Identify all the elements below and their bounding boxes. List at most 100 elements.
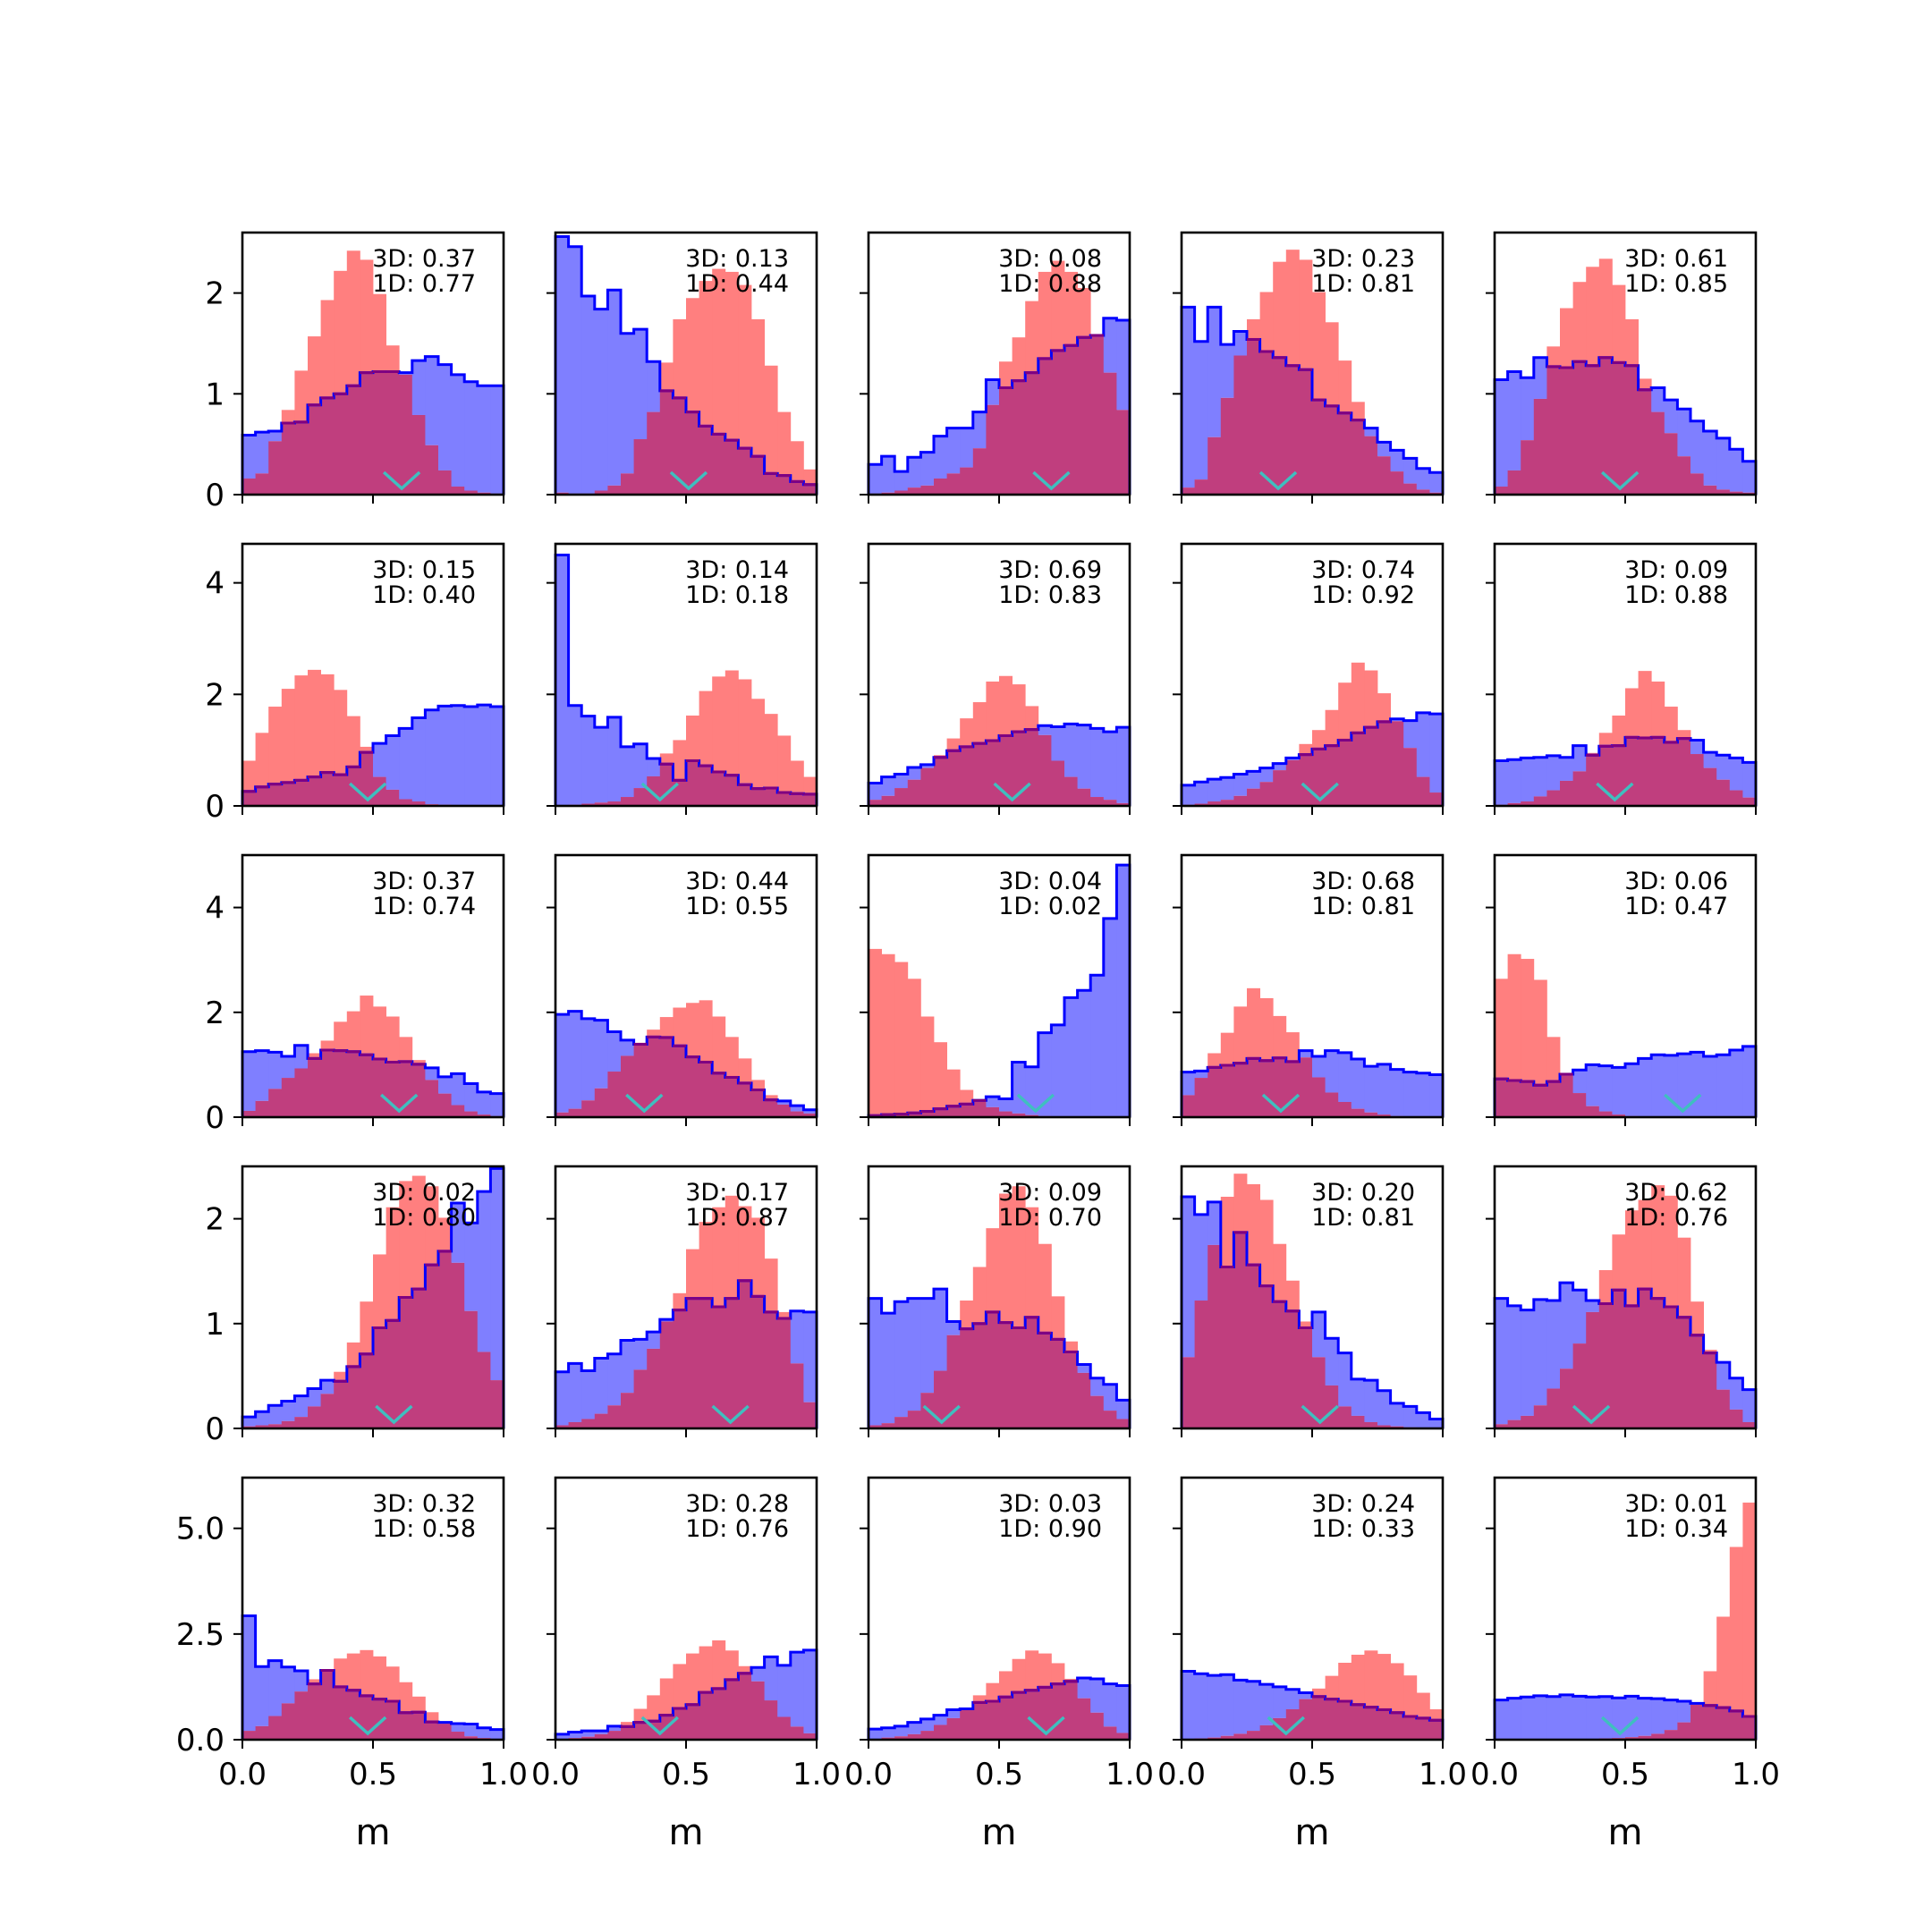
overlap-bar-7 — [1586, 1106, 1600, 1117]
overlap-bar-6 — [946, 1106, 961, 1117]
overlap-bar-5 — [1247, 1058, 1260, 1117]
overlap-bar-5 — [934, 478, 947, 495]
blue-bar-17 — [1403, 1072, 1418, 1117]
overlap-bar-12 — [712, 771, 726, 806]
blue-bar-14 — [1364, 1066, 1378, 1113]
overlap-bar-19 — [490, 1380, 504, 1428]
blue-bar-5 — [621, 746, 634, 798]
overlap-bar-3 — [1533, 1085, 1547, 1117]
blue-bar-5 — [934, 1715, 947, 1725]
overlap-bar-14 — [425, 1722, 439, 1740]
overlap-bar-5 — [1560, 368, 1573, 495]
overlap-bar-17 — [1716, 779, 1731, 806]
red-bar-13 — [724, 1037, 739, 1078]
overlap-bar-13 — [1038, 1687, 1052, 1740]
red-bar-7 — [647, 1695, 661, 1722]
overlap-bar-16 — [451, 1732, 465, 1740]
blue-bar-1 — [568, 1363, 582, 1422]
overlap-bar-2 — [894, 1417, 909, 1428]
overlap-bar-4 — [1546, 790, 1561, 806]
overlap-bar-12 — [1338, 740, 1352, 806]
overlap-bar-7 — [334, 775, 348, 806]
blue-bar-2 — [581, 1018, 596, 1101]
overlap-bar-19 — [1116, 1733, 1131, 1740]
overlap-bar-3 — [907, 1733, 921, 1740]
blue-step-outline — [241, 1614, 505, 1740]
overlap-bar-5 — [308, 776, 321, 806]
red-bar-5 — [308, 1053, 321, 1059]
overlap-bar-2 — [268, 1716, 283, 1740]
overlap-bar-3 — [1220, 397, 1234, 495]
blue-bar-18 — [790, 1310, 804, 1364]
red-bar-12 — [1025, 1650, 1039, 1690]
y-tick-label: 0 — [205, 789, 225, 825]
overlap-bar-0 — [1182, 487, 1195, 495]
red-bar-8 — [972, 1267, 987, 1324]
red-bar-10 — [1312, 1688, 1326, 1697]
x-tick-label: 0.0 — [531, 1757, 580, 1792]
blue-bar-6 — [633, 743, 648, 789]
overlap-bar-1 — [568, 1421, 582, 1428]
overlap-bar-15 — [1377, 456, 1391, 495]
overlap-bar-2 — [1521, 440, 1535, 495]
blue-step-outline — [1180, 1195, 1445, 1428]
overlap-bar-11 — [699, 1298, 713, 1428]
y-tick-label: 5.0 — [176, 1512, 225, 1547]
overlap-bar-8 — [972, 1702, 987, 1740]
blue-bar-19 — [490, 1729, 504, 1740]
blue-bar-1 — [568, 1011, 582, 1109]
overlap-bar-14 — [738, 448, 752, 495]
red-bar-4 — [920, 1016, 935, 1112]
blue-bar-16 — [1077, 724, 1091, 789]
overlap-bar-14 — [1677, 456, 1691, 495]
red-bar-12 — [1338, 360, 1352, 413]
label-1d: 1D: 0.77 — [372, 270, 476, 298]
blue-bar-6 — [1572, 1696, 1587, 1740]
blue-bar-0 — [1495, 760, 1508, 805]
red-bar-10 — [999, 1193, 1013, 1323]
overlap-bar-7 — [647, 1348, 661, 1428]
red-bar-4 — [294, 675, 309, 781]
blue-bar-3 — [281, 1056, 295, 1079]
overlap-bar-6 — [633, 788, 648, 806]
blue-bar-6 — [320, 1380, 335, 1394]
blue-bar-0 — [555, 555, 569, 806]
label-3d: 3D: 0.37 — [372, 868, 476, 895]
blue-bar-4 — [1546, 1696, 1561, 1740]
overlap-bar-13 — [1351, 419, 1365, 495]
overlap-bar-4 — [920, 767, 935, 806]
overlap-bar-12 — [712, 434, 726, 495]
overlap-bar-13 — [1664, 1730, 1678, 1740]
blue-bar-17 — [464, 1223, 479, 1311]
red-bar-6 — [1259, 292, 1274, 352]
overlap-bar-11 — [1012, 380, 1026, 495]
blue-bar-11 — [1325, 1050, 1339, 1093]
overlap-bar-7 — [960, 1708, 974, 1740]
red-bar-14 — [738, 1665, 752, 1674]
blue-bar-12 — [1651, 387, 1665, 412]
blue-bar-18 — [1103, 1384, 1117, 1411]
overlap-bar-14 — [1051, 760, 1065, 806]
overlap-bar-2 — [894, 788, 909, 806]
blue-bar-17 — [777, 1100, 792, 1105]
red-bar-12 — [1025, 301, 1039, 373]
overlap-bar-8 — [1285, 1310, 1300, 1428]
overlap-bar-11 — [1325, 1092, 1339, 1117]
label-3d: 3D: 0.03 — [998, 1490, 1102, 1518]
overlap-bar-12 — [1025, 1317, 1039, 1428]
blue-bar-2 — [1208, 779, 1222, 802]
red-bar-5 — [934, 1042, 947, 1109]
red-bar-9 — [986, 1682, 1000, 1701]
blue-bar-7 — [960, 428, 974, 468]
red-bar-12 — [712, 268, 726, 435]
y-tick-label: 0 — [205, 1100, 225, 1136]
overlap-bar-15 — [751, 1296, 765, 1428]
label-3d: 3D: 0.74 — [1311, 556, 1415, 584]
overlap-bar-18 — [790, 793, 804, 806]
overlap-bar-16 — [1077, 1372, 1091, 1428]
overlap-bar-19 — [803, 793, 818, 806]
blue-bar-5 — [308, 1388, 321, 1407]
overlap-bar-1 — [1507, 1080, 1521, 1117]
label-1d: 1D: 0.02 — [998, 893, 1102, 920]
